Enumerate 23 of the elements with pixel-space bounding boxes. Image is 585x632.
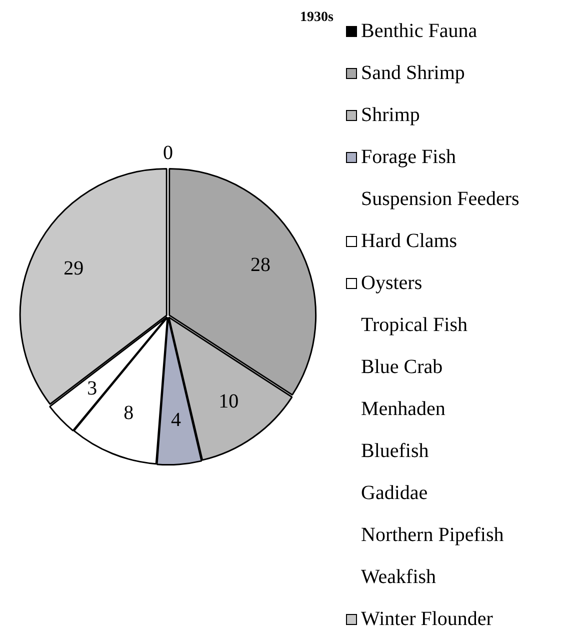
legend-label: Hard Clams: [361, 230, 458, 252]
legend-label: Sand Shrimp: [361, 62, 465, 84]
category-label: Northern Pipefish: [361, 524, 504, 546]
data-label: 10: [218, 390, 239, 412]
data-label: 8: [124, 402, 134, 424]
category-label: Bluefish: [361, 440, 429, 462]
legend-label: Forage Fish: [361, 146, 456, 168]
data-label: 3: [87, 377, 98, 400]
legend-label: Shrimp: [361, 104, 420, 126]
category-label: Blue Crab: [361, 356, 443, 378]
data-label: 29: [64, 258, 84, 280]
chart-title: 1930s: [300, 10, 334, 26]
data-label: 28: [250, 254, 271, 276]
legend-label: Oysters: [361, 272, 422, 294]
legend-label: Winter Flounder: [361, 608, 493, 630]
text: 0: [163, 142, 173, 164]
category-label: Menhaden: [361, 398, 446, 420]
category-label: Tropical Fish: [361, 314, 468, 336]
category-label: Weakfish: [361, 566, 436, 588]
data-label: 4: [171, 409, 182, 432]
category-label: Gadidae: [361, 482, 428, 504]
legend-label: Benthic Fauna: [361, 20, 478, 42]
category-label: Suspension Feeders: [361, 188, 520, 210]
